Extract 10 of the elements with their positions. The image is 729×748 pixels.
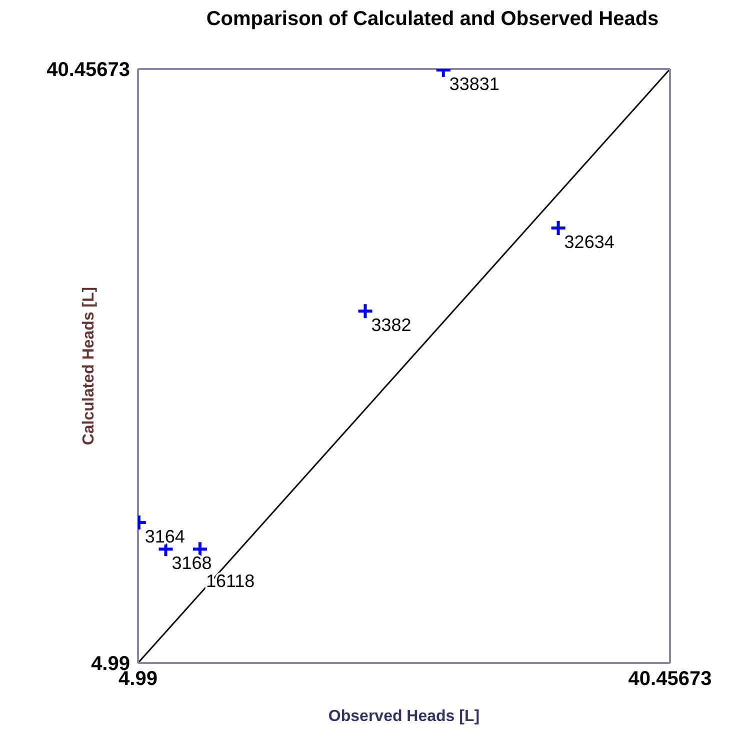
y-axis-title: Calculated Heads [L]	[80, 286, 98, 446]
x-axis-title: Observed Heads [L]	[328, 708, 480, 725]
chart-title: Comparison of Calculated and Observed Heads	[205, 8, 660, 32]
point	[356, 302, 374, 320]
annotation: 3164	[144, 526, 185, 546]
annotation: 3382	[371, 315, 412, 336]
annotation: 32634	[564, 232, 614, 252]
annotation: 33831	[449, 74, 500, 94]
annotation: 3168	[172, 553, 212, 574]
point	[550, 220, 567, 237]
